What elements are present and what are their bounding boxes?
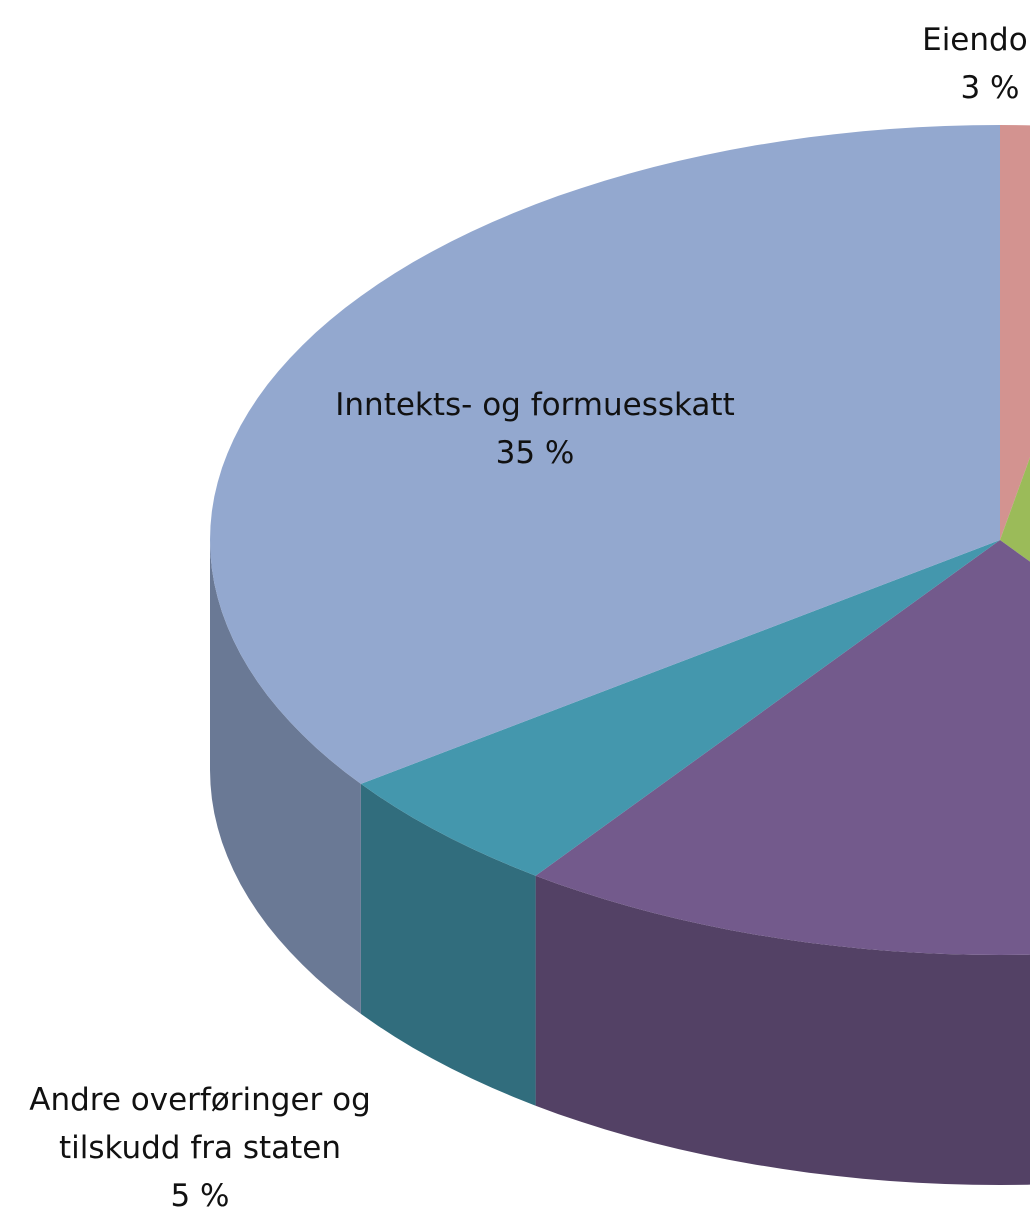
slice-label: Inntekts- og formuesskatt 35 %: [295, 381, 775, 477]
slice-side: [360, 783, 536, 1106]
slice: [535, 540, 1030, 955]
slice-label: Andre overføringer og tilskudd fra state…: [5, 1076, 395, 1214]
slice: [210, 125, 1000, 784]
slice-label: Eiendom 3 %: [860, 16, 1030, 112]
slice: [360, 540, 1000, 876]
category-label: Inntekts- og formuesskatt: [335, 387, 735, 423]
category-label: Andre overføringer og tilskudd fra state…: [29, 1082, 371, 1166]
slice-side: [535, 875, 1030, 1185]
slice: [1000, 125, 1030, 540]
category-label: Eiendom: [922, 22, 1030, 58]
slice-side: [210, 540, 361, 1014]
value-label: 5 %: [170, 1178, 230, 1214]
value-label: 3 %: [960, 70, 1020, 106]
value-label: 35 %: [495, 435, 575, 471]
slice: [1000, 457, 1030, 562]
